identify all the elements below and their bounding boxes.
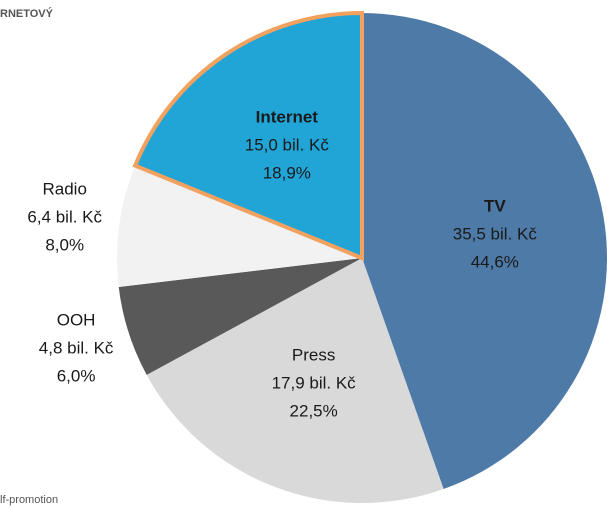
- slice-label: OOH 4,8 bil. Kč 6,0%: [39, 310, 114, 385]
- percent-label: 22,5%: [290, 401, 338, 420]
- pie-slice: [116, 165, 362, 287]
- category-label: Internet: [256, 108, 319, 127]
- pie-slice: [146, 258, 444, 503]
- value-label: 17,9 bil. Kč: [272, 373, 357, 392]
- slice-label: Press 17,9 bil. Kč 22,5%: [272, 345, 357, 420]
- slice-label: Radio 6,4 bil. Kč 8,0%: [27, 179, 102, 254]
- pie-slice: [132, 10, 364, 261]
- header-fragment: RNETOVÝ: [0, 7, 54, 20]
- category-label: Radio: [42, 179, 86, 198]
- footer-fragment: lf-promotion: [0, 494, 58, 506]
- category-label: OOH: [57, 310, 96, 329]
- value-label: 6,4 bil. Kč: [27, 207, 102, 226]
- percent-label: 18,9%: [263, 164, 311, 183]
- percent-label: 8,0%: [45, 235, 84, 254]
- slice-label: Internet 15,0 bil. Kč 18,9%: [245, 108, 330, 183]
- percent-label: 6,0%: [57, 366, 96, 385]
- pie-slice: [118, 258, 362, 375]
- slice-label: TV 35,5 bil. Kč 44,6%: [453, 197, 538, 272]
- category-label: Press: [292, 345, 335, 364]
- value-label: 15,0 bil. Kč: [245, 136, 330, 155]
- category-label: TV: [484, 197, 506, 216]
- percent-label: 44,6%: [471, 253, 519, 272]
- value-label: 35,5 bil. Kč: [453, 225, 538, 244]
- pie-slice: [362, 13, 607, 490]
- value-label: 4,8 bil. Kč: [39, 338, 114, 357]
